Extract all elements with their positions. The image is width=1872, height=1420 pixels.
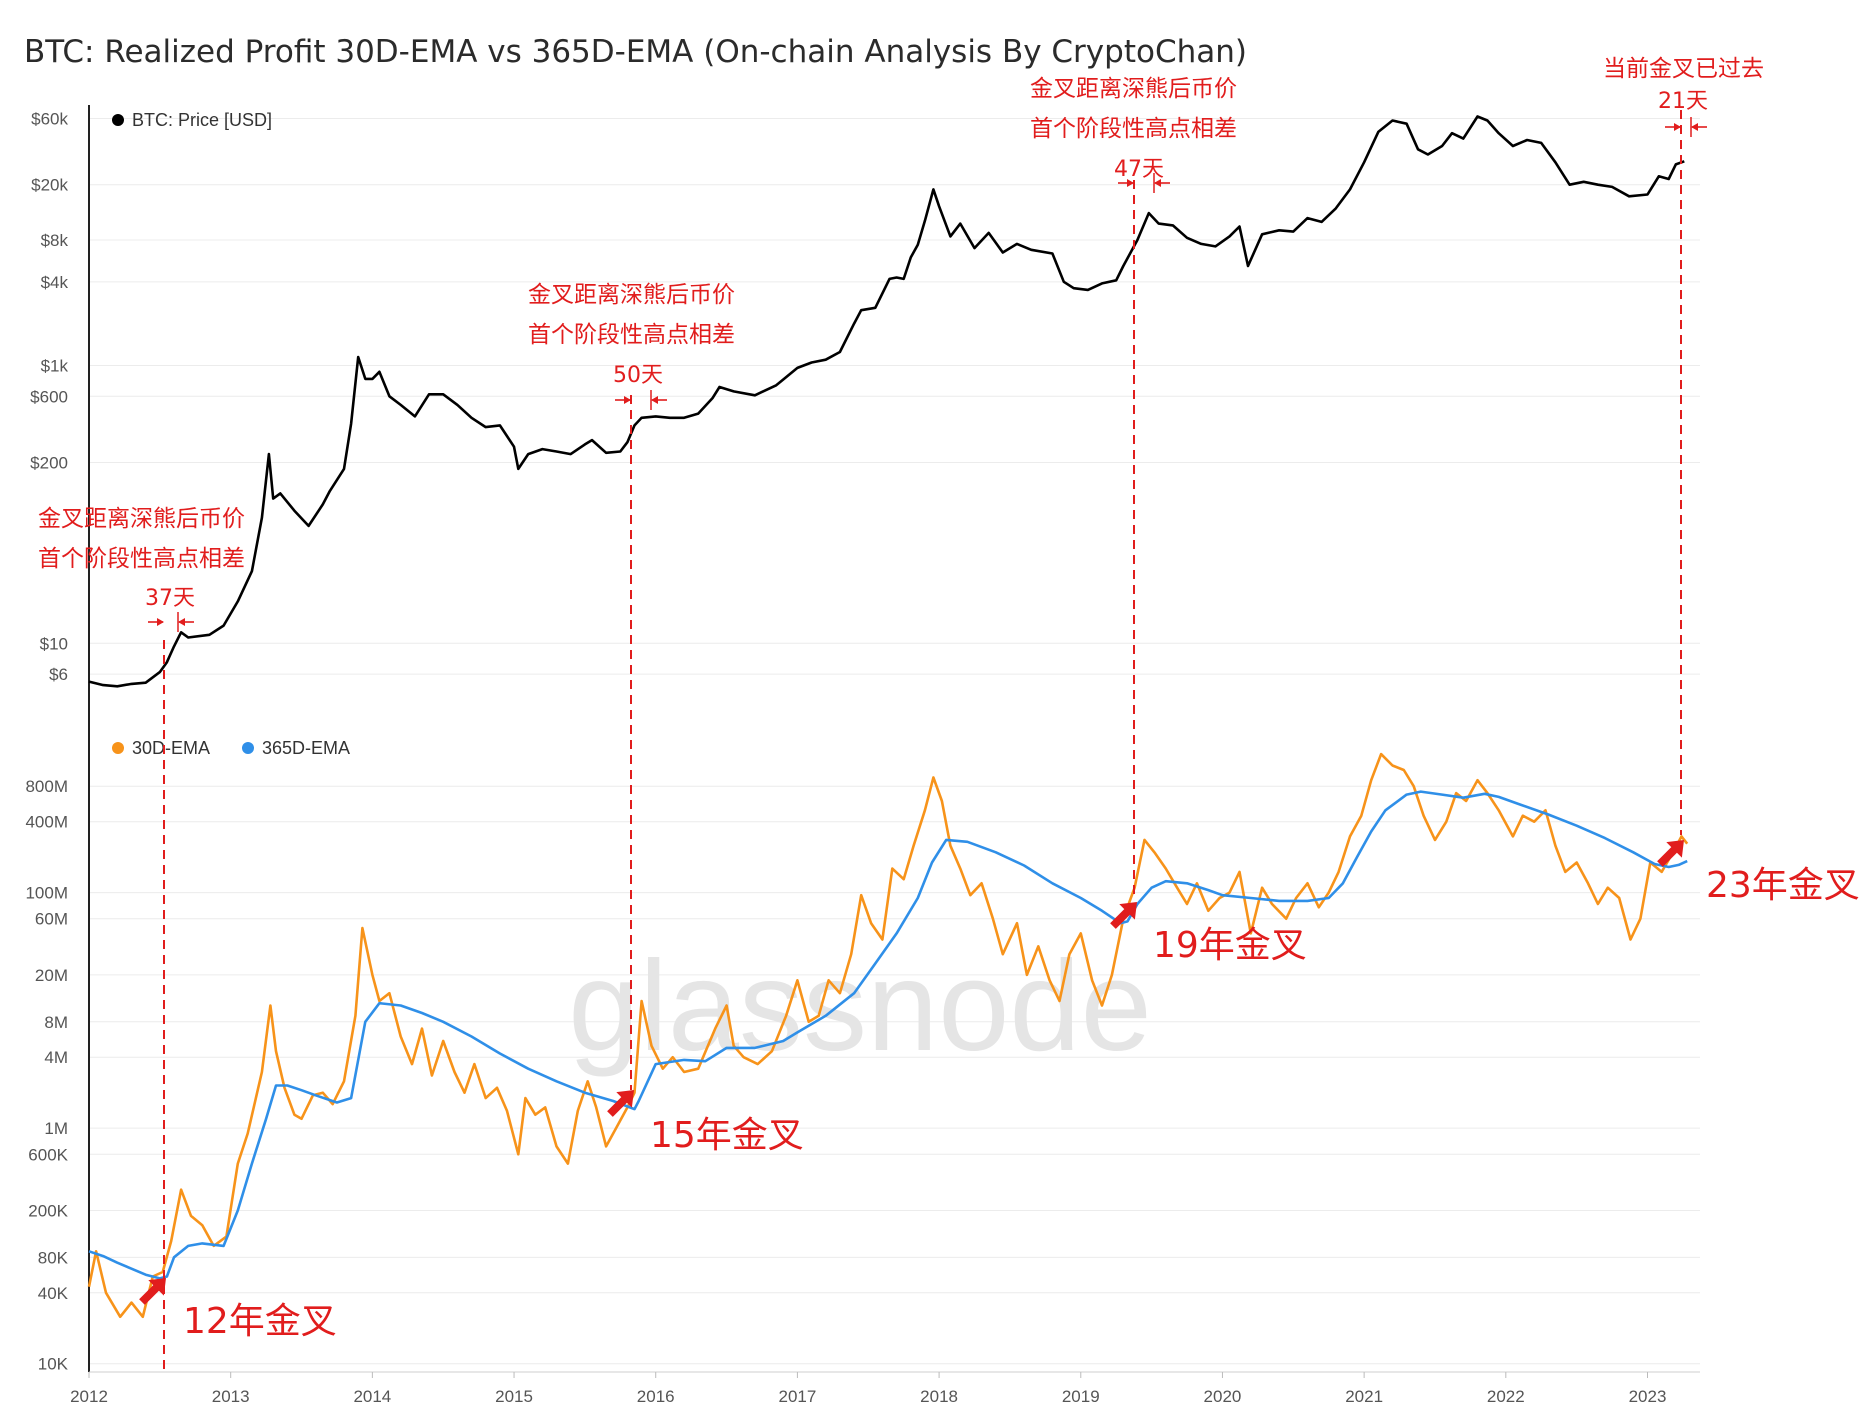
x-tick-label: 2019	[1062, 1387, 1100, 1406]
x-tick-label: 2013	[212, 1387, 250, 1406]
watermark-text: glassnode	[568, 935, 1152, 1078]
y-tick-label: $10	[40, 634, 68, 653]
annotation-2012-line2: 首个阶段性高点相差	[38, 546, 245, 572]
x-tick-label: 2014	[353, 1387, 391, 1406]
y-tick-label: 4M	[44, 1048, 68, 1067]
chart-title: BTC: Realized Profit 30D-EMA vs 365D-EMA…	[24, 34, 1247, 70]
x-tick-label: 2022	[1487, 1387, 1525, 1406]
annotation-2015-line2: 首个阶段性高点相差	[528, 322, 735, 348]
y-tick-label: 100M	[25, 884, 68, 903]
x-tick-label: 2018	[920, 1387, 958, 1406]
x-tick-label: 2020	[1204, 1387, 1242, 1406]
gap-arrowhead	[157, 618, 164, 626]
y-tick-label: 10K	[38, 1355, 69, 1374]
y-tick-label: 600K	[28, 1145, 68, 1164]
y-tick-label: $600	[30, 387, 68, 406]
x-tick-label: 2015	[495, 1387, 533, 1406]
gap-arrowhead	[624, 396, 631, 404]
series-line-btc-price-usd-	[88, 115, 1685, 688]
crossover-arrow-2019	[1110, 902, 1137, 929]
x-tick-label: 2023	[1629, 1387, 1667, 1406]
gap-arrowhead	[1691, 123, 1698, 131]
grid-layer	[89, 117, 1700, 1365]
annotation-2015-line1: 金叉距离深熊后币价	[528, 282, 735, 308]
crossover-arrow-2023	[1657, 840, 1684, 867]
legend-label: BTC: Price [USD]	[132, 110, 272, 130]
series-line-365d-ema	[88, 790, 1688, 1280]
x-tick-label: 2021	[1345, 1387, 1383, 1406]
legend-dot	[242, 742, 254, 754]
annotation-2015-cross: 15年金叉	[650, 1115, 804, 1156]
annotation-2023-cross: 23年金叉	[1706, 865, 1860, 906]
gap-arrowhead	[1674, 123, 1681, 131]
annotation-2012-days: 37天	[145, 586, 195, 611]
y-tick-label: 60M	[35, 910, 68, 929]
gap-arrowhead	[651, 396, 658, 404]
annotation-2023-line1: 当前金叉已过去	[1603, 56, 1764, 82]
x-tick-label: 2012	[70, 1387, 108, 1406]
y-tick-label: $4k	[41, 273, 69, 292]
y-tick-label: $60k	[31, 109, 68, 128]
gap-arrowhead	[1154, 179, 1161, 187]
y-tick-label: $20k	[31, 176, 68, 195]
legend-layer: BTC: Price [USD] 30D-EMA 365D-EMA	[112, 110, 350, 758]
y-tick-label: 800M	[25, 777, 68, 796]
annotation-2012-line1: 金叉距离深熊后币价	[38, 506, 245, 532]
gap-arrowhead	[1127, 179, 1134, 187]
legend-dot	[112, 114, 124, 126]
annotation-layer: 金叉距离深熊后币价首个阶段性高点相差37天12年金叉金叉距离深熊后币价首个阶段性…	[38, 56, 1860, 1372]
x-tick-label: 2017	[778, 1387, 816, 1406]
annotation-2012-cross: 12年金叉	[183, 1301, 337, 1342]
crossover-arrow-shape	[607, 1090, 634, 1117]
annotation-2023-days: 21天	[1658, 89, 1708, 114]
legend-dot	[112, 742, 124, 754]
y-tick-label: 80K	[38, 1248, 69, 1267]
y-tick-label: 20M	[35, 966, 68, 985]
annotation-2019-days: 47天	[1114, 157, 1164, 182]
y-tick-label: $6	[49, 665, 68, 684]
crossover-arrow-2012	[139, 1278, 166, 1305]
y-tick-label: $1k	[41, 356, 69, 375]
gap-arrowhead	[178, 618, 185, 626]
x-tick-label: 2016	[637, 1387, 675, 1406]
crossover-arrow-shape	[1657, 840, 1684, 867]
annotation-2019-cross: 19年金叉	[1153, 925, 1307, 966]
y-tick-label: 200K	[28, 1201, 68, 1220]
axes-layer: 2012 2013 2014 2015 2016 2017 2018 2019 2020 2021…	[25, 105, 1700, 1406]
legend-label: 365D-EMA	[262, 738, 350, 758]
crossover-arrow-shape	[1110, 902, 1137, 929]
y-tick-label: 8M	[44, 1013, 68, 1032]
legend-label: 30D-EMA	[132, 738, 210, 758]
y-tick-label: $200	[30, 454, 68, 473]
y-tick-label: 400M	[25, 813, 68, 832]
annotation-2019-line1: 金叉距离深熊后币价	[1030, 76, 1237, 102]
y-tick-label: $8k	[41, 231, 69, 250]
annotation-2015-days: 50天	[613, 363, 663, 388]
crossover-arrow-shape	[139, 1278, 166, 1305]
y-tick-label: 40K	[38, 1284, 69, 1303]
y-tick-label: 1M	[44, 1119, 68, 1138]
series-line-30d-ema	[87, 752, 1689, 1319]
annotation-2019-line2: 首个阶段性高点相差	[1030, 116, 1237, 142]
crossover-arrow-2015	[607, 1090, 634, 1117]
series-layer	[87, 115, 1689, 1319]
